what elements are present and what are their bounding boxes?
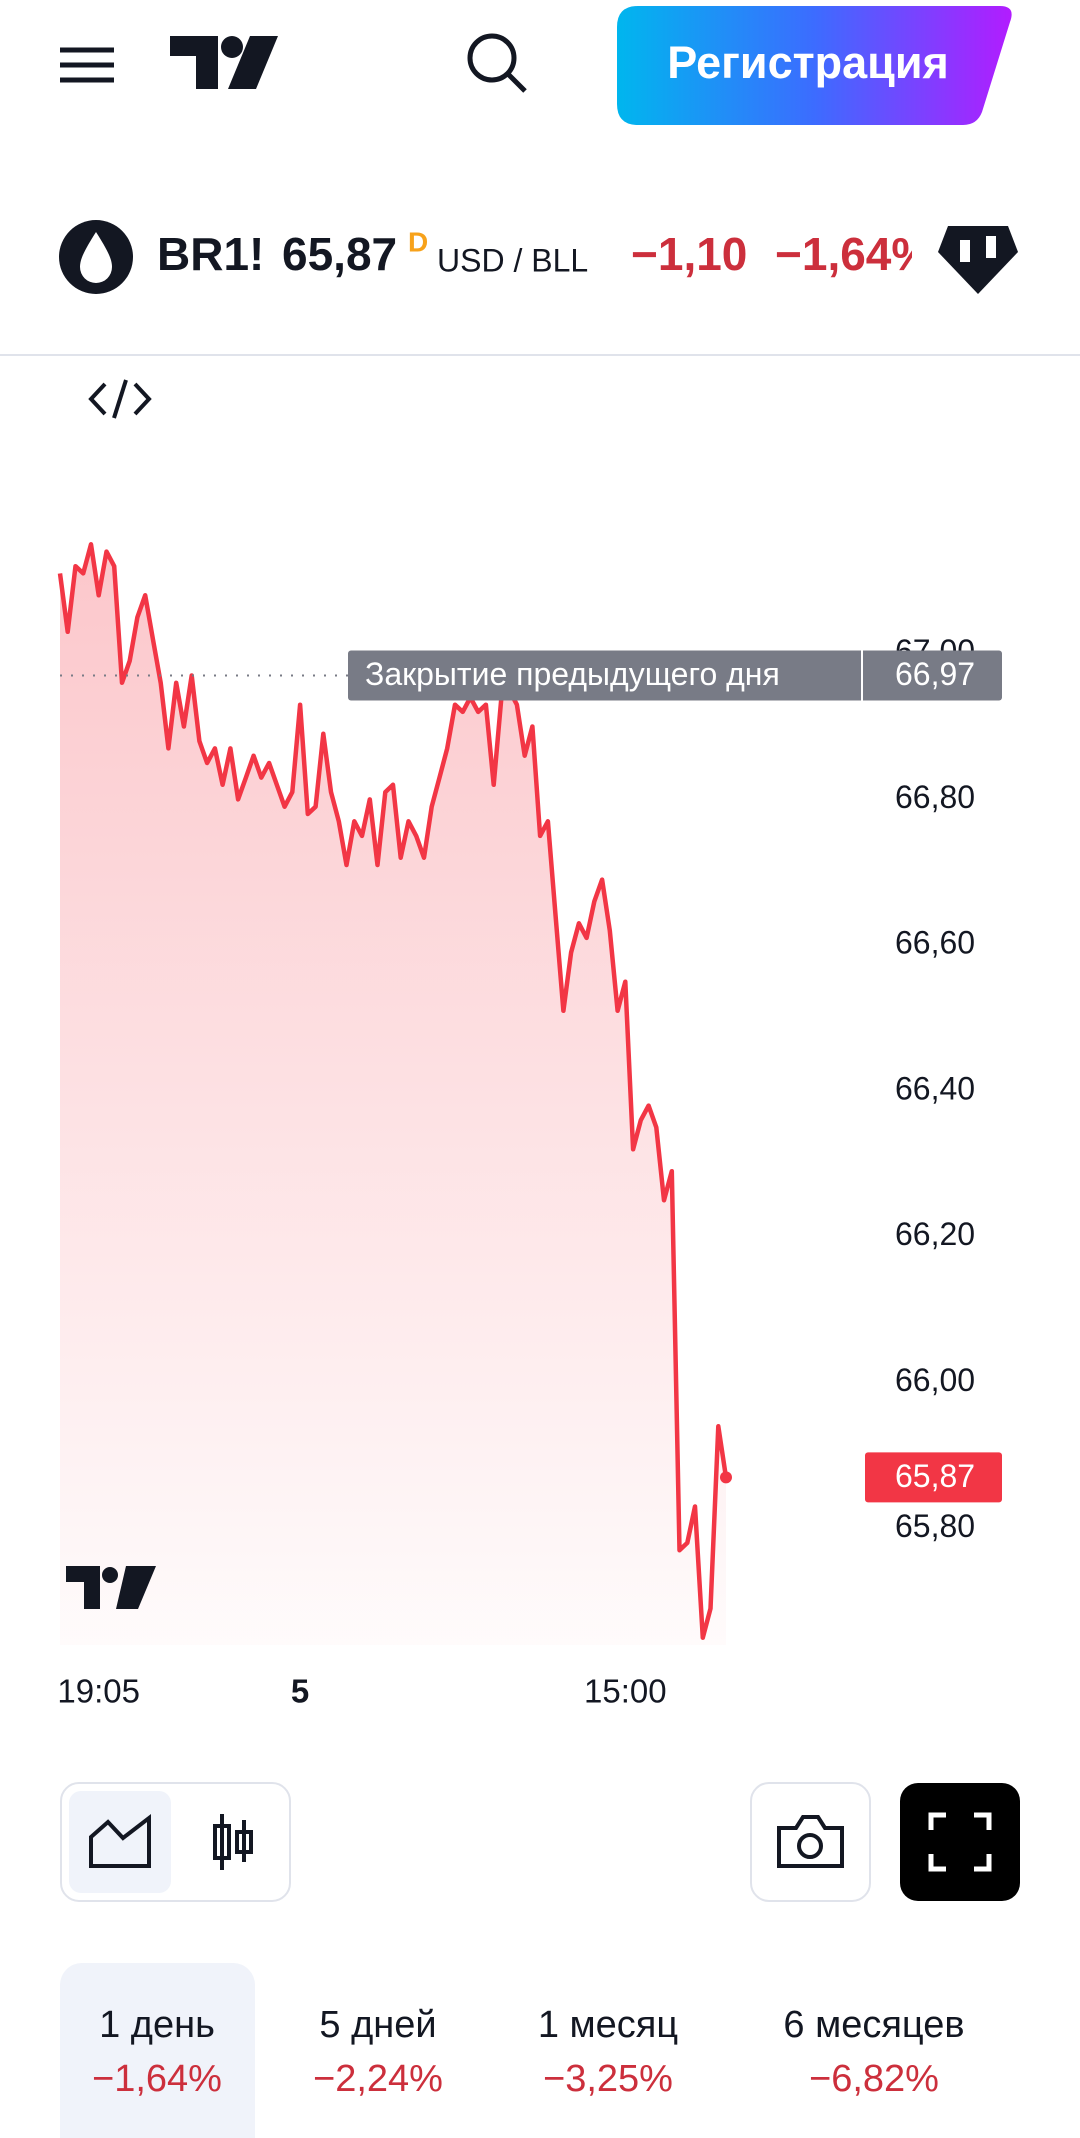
x-tick-label: 19:05	[57, 1673, 140, 1710]
timeframe-label[interactable]: 5 дней	[319, 2004, 436, 2046]
y-tick-label: 66,00	[895, 1362, 975, 1398]
y-tick-label: 66,20	[895, 1216, 975, 1252]
prev-close-value: 66,97	[895, 656, 975, 692]
timeframe-change[interactable]: −6,82%	[809, 2058, 939, 2100]
register-label[interactable]: Регистрация	[667, 37, 949, 88]
price: 65,87	[282, 228, 397, 280]
watermark	[66, 1566, 156, 1609]
prev-close-label: Закрытие предыдущего дня	[365, 656, 780, 692]
y-tick-label: 65,80	[895, 1508, 975, 1544]
search-icon[interactable]	[467, 33, 527, 93]
area-style-button[interactable]	[69, 1791, 171, 1893]
chart: 65,8066,0066,2066,4066,6066,8067,0019:05…	[57, 542, 1002, 1710]
last-point	[720, 1471, 732, 1484]
ticker[interactable]: BR1!	[157, 228, 264, 280]
logo[interactable]	[170, 36, 278, 89]
timeframes: 1 день −1,64% 5 дней −2,24% 1 месяц −3,25% 6 м…	[92, 2004, 965, 2100]
price-line	[57, 542, 729, 1640]
area	[60, 544, 726, 1645]
last-price-box	[865, 1452, 1002, 1503]
prev-close-box	[348, 650, 1002, 701]
y-tick-label: 66,40	[895, 1070, 975, 1106]
drop-icon	[80, 232, 112, 283]
delay-flag: D	[408, 226, 428, 257]
x-tick-label: 5	[291, 1673, 309, 1710]
y-tick-label: 66,60	[895, 925, 975, 961]
timeframe-change[interactable]: −1,64%	[92, 2058, 222, 2100]
timeframe-label[interactable]: 6 месяцев	[783, 2004, 964, 2046]
candle-style-button[interactable]	[213, 1814, 253, 1870]
snapshot-button[interactable]	[750, 1782, 871, 1902]
fullscreen-button[interactable]	[900, 1783, 1020, 1901]
pro-icon[interactable]	[938, 226, 1018, 294]
camera-icon	[777, 1815, 844, 1868]
fullscreen-icon	[928, 1812, 992, 1872]
timeframe-change[interactable]: −3,25%	[543, 2058, 673, 2100]
last-price-label: 65,87	[895, 1458, 975, 1494]
embed-icon[interactable]	[88, 379, 152, 419]
selected-timeframe	[60, 1963, 255, 2138]
change-pct-clip: −1,64%	[775, 228, 932, 280]
register-button[interactable]	[617, 6, 1012, 125]
change-pct: −1,64%	[775, 228, 932, 280]
x-tick-label: 15:00	[584, 1673, 667, 1710]
menu-icon[interactable]	[60, 47, 114, 83]
currency: USD / BLL	[437, 242, 588, 278]
timeframe-change[interactable]: −2,24%	[313, 2058, 443, 2100]
timeframe-label[interactable]: 1 день	[99, 2004, 215, 2046]
timeframe-label[interactable]: 1 месяц	[538, 2004, 678, 2046]
y-tick-label: 66,80	[895, 779, 975, 815]
change: −1,10	[631, 228, 747, 280]
area-style-icon	[89, 1813, 151, 1868]
